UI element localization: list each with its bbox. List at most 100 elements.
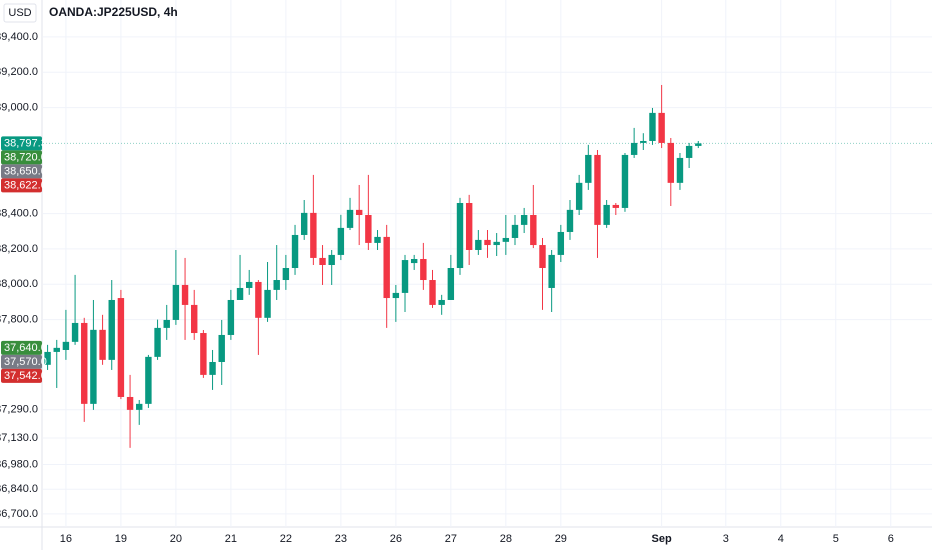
candle-body <box>548 254 555 288</box>
x-tick-label: Sep <box>652 533 672 545</box>
candle-body <box>612 204 620 208</box>
candle-body <box>401 260 409 293</box>
candle-body <box>255 281 262 318</box>
candle-body <box>465 202 473 250</box>
candle-body <box>291 234 299 269</box>
candle-body <box>117 298 125 397</box>
candle-body <box>145 356 152 404</box>
candle-body <box>649 112 656 141</box>
candle-body <box>310 212 317 258</box>
y-tick-label: 38,200.0 <box>0 243 38 255</box>
candle-body <box>575 182 583 210</box>
price-badge-label: 38,720.0 <box>4 151 47 163</box>
candle-body <box>566 209 574 232</box>
currency[interactable]: USD <box>8 7 31 19</box>
y-tick-label: 38,400.0 <box>0 207 38 219</box>
candle-body <box>172 284 180 320</box>
price-badge-label: 38,797.3 <box>4 137 47 149</box>
x-tick-label: 27 <box>445 533 457 545</box>
candle-body <box>218 334 225 362</box>
x-tick-label: 23 <box>335 533 347 545</box>
candle-body <box>630 142 638 155</box>
candle-body <box>200 333 207 375</box>
grid <box>43 0 932 527</box>
candle-body <box>209 361 216 375</box>
y-tick-label: 39,400.0 <box>0 31 38 43</box>
price-badge-label: 38,650.0 <box>4 165 47 177</box>
y-tick-label: 38,000.0 <box>0 278 38 290</box>
candle-body <box>99 329 106 360</box>
candle-body <box>328 254 335 266</box>
candle-body <box>621 154 629 208</box>
price-badge <box>1 368 42 383</box>
candle-body <box>246 281 253 288</box>
candle-body <box>154 327 161 357</box>
candle-body <box>181 284 189 305</box>
candle-body <box>227 299 235 335</box>
candle-body <box>410 258 418 264</box>
price-badge <box>1 136 42 151</box>
candles <box>44 84 702 448</box>
candle-body <box>53 347 60 352</box>
y-tick-label: 39,200.0 <box>0 66 38 78</box>
candle-body <box>264 289 271 318</box>
price-badge <box>1 164 42 179</box>
price-badge <box>1 354 42 369</box>
candle-body <box>337 227 345 255</box>
price-badge-label: 38,622.0 <box>4 179 47 191</box>
candle-body <box>502 237 510 242</box>
price-badge <box>1 150 42 165</box>
candle-body <box>236 287 244 300</box>
candle-body <box>392 292 400 299</box>
price-badge-label: 37,570.0 <box>4 356 47 368</box>
candle-body <box>191 304 198 334</box>
candle-body <box>484 239 491 246</box>
candle-body <box>585 154 592 183</box>
candle-body <box>355 209 363 216</box>
currency-box[interactable] <box>3 3 37 23</box>
x-tick-label: 29 <box>555 533 567 545</box>
candle-body <box>420 258 427 281</box>
candle-body <box>658 112 665 143</box>
y-tick-label: 36,840.0 <box>0 483 38 495</box>
candle-body <box>438 299 445 305</box>
candle-body <box>520 215 528 225</box>
candle-body <box>383 236 390 299</box>
candle-body <box>493 241 500 246</box>
candle-body <box>136 403 143 410</box>
x-tick-label: 22 <box>280 533 292 545</box>
x-tick-label: 16 <box>60 533 72 545</box>
candle-body <box>676 157 684 183</box>
candle-body <box>62 341 70 350</box>
candle-body <box>530 215 537 246</box>
x-tick-label: 21 <box>225 533 237 545</box>
candle-body <box>90 329 97 404</box>
y-tick-label: 37,130.0 <box>0 432 38 444</box>
y-tick-label: 36,980.0 <box>0 458 38 470</box>
candle-body <box>44 351 51 365</box>
candle-body <box>539 245 546 269</box>
candle-body <box>429 280 436 305</box>
candle-body <box>282 268 290 281</box>
y-tick-label: 37,800.0 <box>0 313 38 325</box>
candle-body <box>667 142 675 183</box>
candle-body <box>126 396 134 410</box>
candle-body <box>475 239 482 250</box>
candle-body <box>319 257 326 266</box>
x-tick-label: 3 <box>723 533 729 545</box>
candle-body <box>273 280 280 290</box>
y-tick-label: 36,700.0 <box>0 508 38 520</box>
price-badge <box>1 178 42 193</box>
price-badge-label: 37,542.0 <box>4 370 47 382</box>
candle-body <box>557 231 565 255</box>
x-tick-label: 6 <box>888 533 894 545</box>
candle-body <box>346 209 354 228</box>
candle-body <box>456 202 464 269</box>
candle-body <box>447 268 455 300</box>
candle-body <box>374 236 381 243</box>
x-tick-label: 19 <box>115 533 127 545</box>
candle-body <box>81 322 88 404</box>
x-tick-label: 26 <box>390 533 402 545</box>
x-tick-label: 4 <box>778 533 784 545</box>
